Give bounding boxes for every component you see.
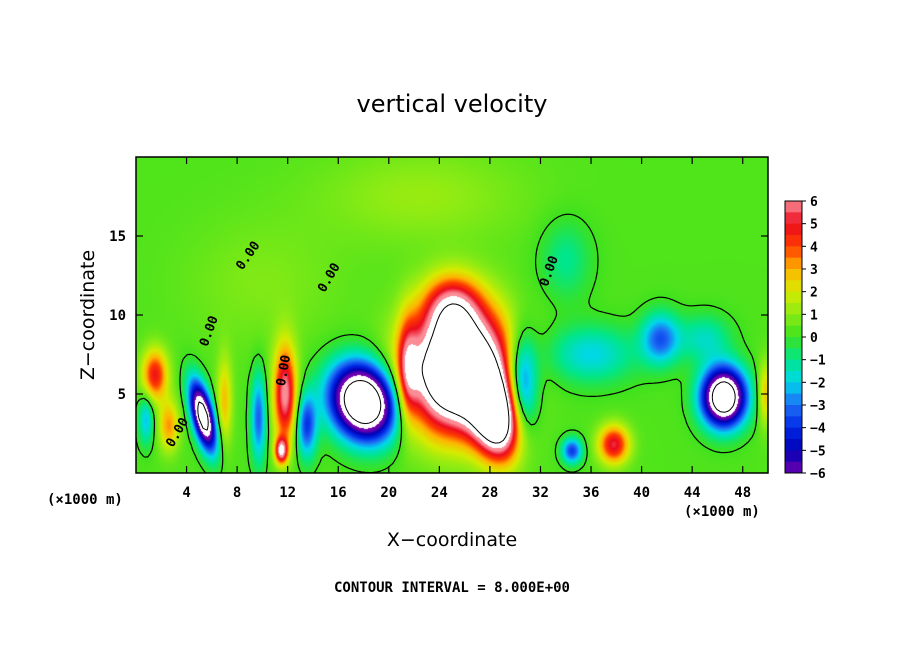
plot-area: 0.000.00 0.000.000.000.00 (135, 156, 769, 474)
contour-positive (421, 303, 510, 444)
colorbar-label: 2 (810, 286, 818, 301)
colorbar-swatch (785, 246, 802, 259)
x-axis-label: X−coordinate (387, 529, 517, 551)
colorbar-swatch (785, 325, 802, 338)
x-axis-ticks: 4 8 12 16 20 24 28 32 36 40 44 48 (182, 157, 751, 501)
colorbar-swatch (785, 257, 802, 270)
colorbar-label: −2 (810, 376, 826, 391)
contour-interval-note: CONTOUR INTERVAL = 8.000E+00 (334, 580, 570, 596)
svg-text:0.00: 0.00 (274, 354, 294, 388)
colorbar-swatch (785, 382, 802, 395)
colorbar-swatch (785, 416, 802, 429)
colorbar-swatch (785, 303, 802, 315)
x-tick-label: 44 (684, 485, 701, 501)
colorbar-swatch (785, 461, 802, 474)
colorbar-label: 0 (810, 331, 818, 346)
x-tick-label: 8 (233, 485, 241, 501)
x-tick-label: 40 (633, 485, 650, 501)
y-tick-label: 10 (109, 308, 126, 324)
colorbar-label: 1 (810, 308, 818, 323)
colorbar-swatch (785, 291, 802, 304)
colorbar-swatch (785, 337, 802, 349)
colorbar-swatch (785, 212, 802, 225)
x-tick-label: 24 (431, 485, 448, 501)
x-tick-label: 32 (532, 485, 549, 501)
colorbar-label: −3 (810, 399, 826, 414)
x-unit-label-left: (×1000 m) (47, 492, 123, 508)
contour-lines (135, 213, 758, 474)
x-tick-label: 12 (279, 485, 296, 501)
colorbar-swatch (785, 393, 802, 406)
colorbar-label: 6 (810, 195, 818, 210)
colorbar-swatch (785, 314, 802, 327)
colorbar-swatch (785, 348, 802, 361)
colorbar-label: −1 (810, 354, 826, 369)
colorbar-swatch (785, 223, 802, 236)
x-tick-label: 16 (330, 485, 347, 501)
colorbar-label: 5 (810, 218, 818, 233)
chart-title: vertical velocity (357, 90, 548, 118)
colorbar-swatch (785, 371, 802, 383)
colorbar-swatch (785, 280, 802, 293)
colorbar-swatch (785, 427, 802, 440)
colorbar-swatch (785, 405, 802, 417)
y-tick-label: 5 (118, 387, 126, 403)
contour-negative (197, 380, 736, 431)
colorbar-swatch (785, 201, 802, 213)
colorbar-label: 4 (810, 240, 818, 255)
x-tick-label: 20 (380, 485, 397, 501)
y-axis-ticks: 5 10 15 (109, 229, 768, 403)
x-tick-label: 36 (583, 485, 600, 501)
colorbar-swatch (785, 269, 802, 281)
colorbar-label: −6 (810, 467, 826, 482)
colorbar-label: −5 (810, 444, 826, 459)
colorbar-label: −4 (810, 422, 826, 437)
x-tick-label: 28 (481, 485, 498, 501)
colorbar-swatch (785, 439, 802, 451)
colorbar-swatch (785, 450, 802, 463)
contour-zero (135, 213, 758, 474)
x-tick-label: 4 (182, 485, 190, 501)
colorbar-swatch (785, 235, 802, 247)
contour-label: 0.00 (274, 354, 294, 388)
colorbar-label: 3 (810, 263, 818, 278)
x-tick-label: 48 (734, 485, 751, 501)
velocity-field (136, 157, 768, 473)
y-axis-label: Z−coordinate (77, 250, 99, 380)
y-tick-label: 15 (109, 229, 126, 245)
colorbar-swatch (785, 359, 802, 372)
colorbar: 6 5 4 3 2 1 0 −1 −2 −3 −4 −5 −6 (784, 195, 826, 482)
x-unit-label-right: (×1000 m) (684, 504, 760, 520)
